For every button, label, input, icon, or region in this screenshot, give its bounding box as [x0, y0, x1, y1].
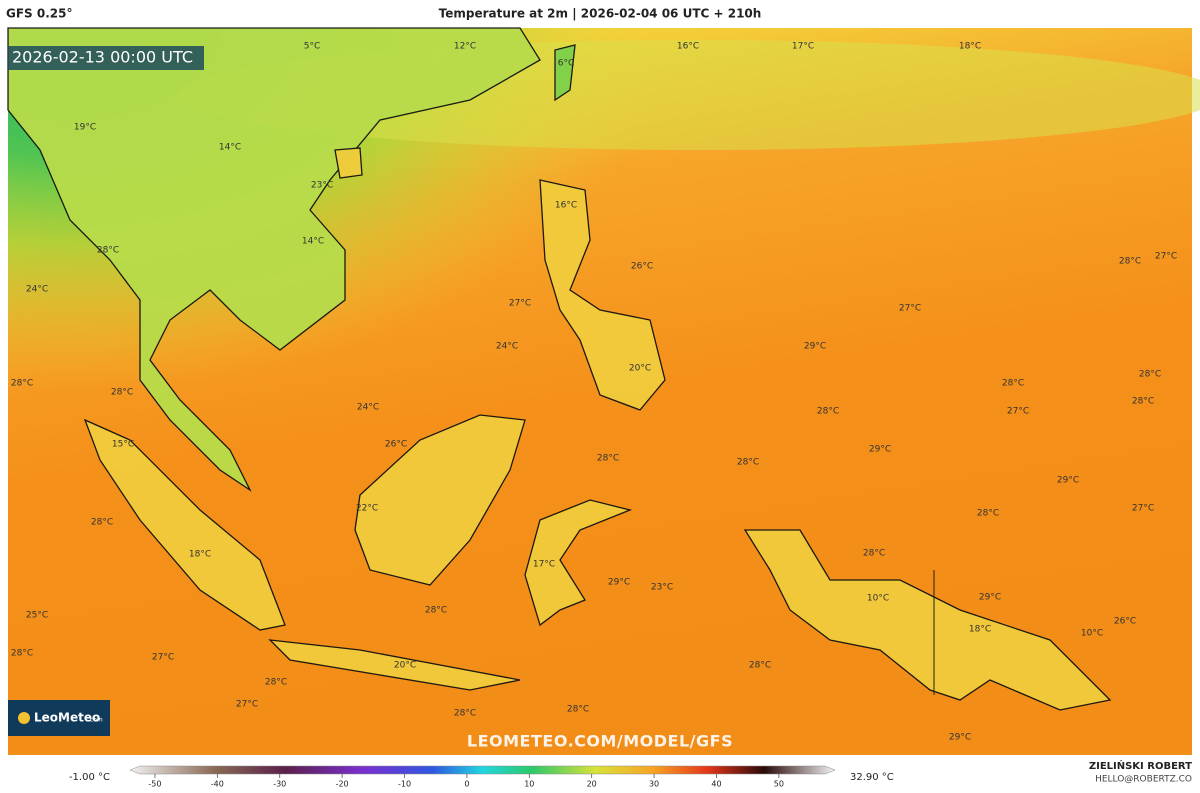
- model-label: GFS 0.25°: [6, 7, 72, 21]
- temperature-label: 28°C: [425, 606, 447, 616]
- temperature-label: 24°C: [26, 285, 48, 295]
- watermark: LEOMETEO.COM/MODEL/GFS: [467, 732, 733, 751]
- temperature-label: 28°C: [567, 705, 589, 715]
- temperature-label: 28°C: [97, 246, 119, 256]
- temperature-label: 22°C: [356, 504, 378, 514]
- temperature-label: 10°C: [867, 594, 889, 604]
- min-label: -1.00 °C: [69, 772, 110, 783]
- temperature-label: 28°C: [977, 509, 999, 519]
- temperature-label: 20°C: [394, 661, 416, 671]
- temperature-label: 29°C: [949, 733, 971, 743]
- temperature-label: 28°C: [11, 379, 33, 389]
- colorbar-tick-label: -20: [336, 780, 349, 789]
- temperature-label: 10°C: [1081, 629, 1103, 639]
- temperature-label: 28°C: [1002, 379, 1024, 389]
- temperature-label: 28°C: [1119, 257, 1141, 267]
- temperature-label: 28°C: [1132, 397, 1154, 407]
- temperature-label: 17°C: [792, 42, 814, 52]
- temperature-label: 28°C: [749, 661, 771, 671]
- temperature-label: 27°C: [1007, 407, 1029, 417]
- temperature-label: 15°C: [112, 440, 134, 450]
- temperature-label: 26°C: [1114, 617, 1136, 627]
- author-name: ZIELIŃSKI ROBERT: [1089, 759, 1192, 772]
- colorbar-tick-label: 30: [649, 780, 659, 789]
- colorbar: [129, 765, 836, 775]
- colorbar-tick-label: 40: [711, 780, 721, 789]
- colorbar-tick-label: 0: [464, 780, 469, 789]
- temperature-label: 29°C: [869, 445, 891, 455]
- temperature-label: 24°C: [357, 403, 379, 413]
- map-labels: 5°C 12°C 16°C 17°C 18°C 6°C 19°C 14°C 23°C 16°C 14…: [11, 42, 1177, 743]
- colorbar-tick-label: -50: [148, 780, 161, 789]
- temperature-label: 28°C: [817, 407, 839, 417]
- temperature-label: 23°C: [311, 181, 333, 191]
- max-label: 32.90 °C: [850, 772, 894, 783]
- temperature-label: 20°C: [629, 364, 651, 374]
- temperature-label: 19°C: [74, 123, 96, 133]
- temperature-label: 28°C: [863, 549, 885, 559]
- temperature-label: 28°C: [597, 454, 619, 464]
- temperature-label: 28°C: [91, 518, 113, 528]
- colorbar-tick-label: -10: [398, 780, 411, 789]
- temperature-label: 28°C: [737, 458, 759, 468]
- temperature-label: 14°C: [302, 237, 324, 247]
- logo-sun: [18, 712, 30, 724]
- colorbar-tick-label: 10: [524, 780, 534, 789]
- temperature-label: 28°C: [454, 709, 476, 719]
- temperature-label: 24°C: [496, 342, 518, 352]
- temperature-label: 18°C: [189, 550, 211, 560]
- colorbar-tick-label: -30: [273, 780, 286, 789]
- temperature-label: 14°C: [219, 143, 241, 153]
- temperature-label: 28°C: [111, 388, 133, 398]
- temperature-label: 28°C: [265, 678, 287, 688]
- temperature-label: 27°C: [509, 299, 531, 309]
- land: [7, 27, 1112, 711]
- logo-text: LeoMeteo: [34, 711, 100, 725]
- logo-sub: .com: [88, 717, 103, 724]
- temperature-label: 18°C: [969, 625, 991, 635]
- temperature-label: 17°C: [533, 560, 555, 570]
- colorbar-tick-label: 20: [587, 780, 597, 789]
- valid-time: 2026-02-13 00:00 UTC: [12, 48, 193, 67]
- temperature-label: 27°C: [152, 653, 174, 663]
- time-box: [8, 46, 204, 70]
- temperature-label: 5°C: [304, 42, 321, 52]
- temperature-label: 27°C: [1155, 252, 1177, 262]
- temperature-label: 16°C: [555, 201, 577, 211]
- colorbar-tick-label: -40: [211, 780, 224, 789]
- temperature-label: 29°C: [1057, 476, 1079, 486]
- temperature-label: 26°C: [631, 262, 653, 272]
- temperature-label: 27°C: [236, 700, 258, 710]
- temperature-label: 6°C: [558, 59, 575, 69]
- temperature-label: 27°C: [899, 304, 921, 314]
- temperature-label: 29°C: [608, 578, 630, 588]
- temperature-label: 23°C: [651, 583, 673, 593]
- temperature-label: 18°C: [959, 42, 981, 52]
- temperature-label: 29°C: [979, 593, 1001, 603]
- temperature-label: 27°C: [1132, 504, 1154, 514]
- temperature-label: 26°C: [385, 440, 407, 450]
- temperature-label: 25°C: [26, 611, 48, 621]
- temperature-label: 28°C: [1139, 370, 1161, 380]
- temperature-label: 16°C: [677, 42, 699, 52]
- temperature-label: 12°C: [454, 42, 476, 52]
- map-title: Temperature at 2m | 2026-02-04 06 UTC + …: [439, 7, 762, 21]
- temperature-label: 28°C: [11, 649, 33, 659]
- colorbar-tick-label: 50: [774, 780, 784, 789]
- author-contact: HELLO@ROBERTZ.CO: [1095, 775, 1192, 785]
- colorbar-ticks: -50 -40 -30 -20 -10 0 10 20 30 40 50: [148, 774, 784, 789]
- temperature-label: 29°C: [804, 342, 826, 352]
